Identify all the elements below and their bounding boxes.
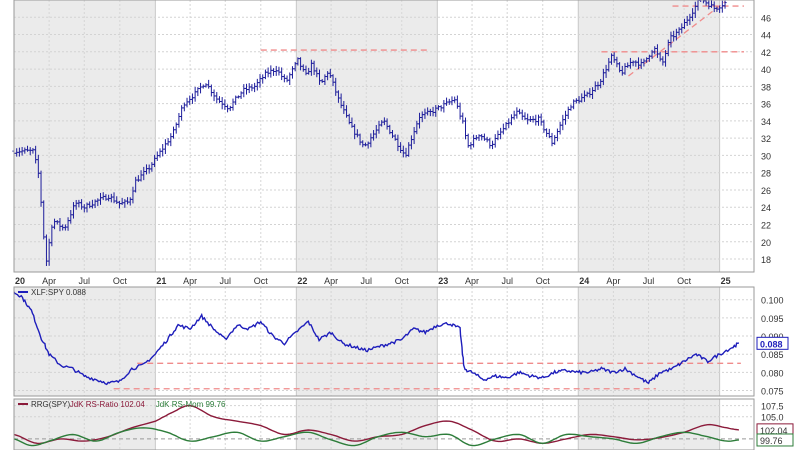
price-panel-year-band	[296, 0, 438, 272]
price-y-tick-label: 22	[761, 221, 771, 231]
price-y-tick-label: 40	[761, 65, 771, 75]
rrg-legend-text: JdK RS-Ratio 102.04	[70, 400, 146, 409]
price-y-tick-label: 46	[761, 13, 771, 23]
price-y-tick-label: 20	[761, 238, 771, 248]
rs-series-line	[13, 291, 740, 386]
rrg-value-label: 99.76	[760, 436, 783, 446]
rs-last-value: 0.088	[760, 339, 783, 349]
rs-last-value-badge	[756, 336, 789, 350]
x-tick-label: Apr	[465, 276, 479, 286]
x-tick-label: 24	[579, 276, 589, 286]
rs-panel-year-band	[14, 287, 156, 396]
rs-y-tick-label: 0.095	[761, 314, 784, 324]
x-tick-label: Oct	[113, 276, 128, 286]
x-tick-label: 21	[156, 276, 166, 286]
rrg-value-label: 102.04	[760, 426, 788, 436]
rrg-legend-text: RRG(SPY)	[31, 400, 70, 409]
price-y-tick-label: 24	[761, 203, 771, 213]
rs-legend-text: XLF:SPY 0.088	[31, 288, 87, 297]
x-tick-label: Oct	[395, 276, 410, 286]
data-layer	[12, 0, 740, 447]
rrg-panel-year-band	[296, 399, 438, 450]
rs-panel-year-band	[719, 287, 754, 396]
rs-y-tick-label: 0.075	[761, 387, 784, 397]
rrg-y-tick-label: 107.5	[761, 402, 784, 412]
x-tick-label: 23	[438, 276, 448, 286]
rrg-value-badge	[756, 433, 794, 447]
rs-y-tick-label: 0.080	[761, 368, 784, 378]
price-y-tick-label: 38	[761, 82, 771, 92]
labels-layer: 18 20 22 24 26 28 30 32 34 36 38 40 42 44 46 0.100 0.095…	[15, 13, 794, 447]
rs-y-tick-label: 0.100	[761, 296, 784, 306]
x-tick-label: Jul	[643, 276, 655, 286]
price-y-tick-label: 30	[761, 151, 771, 161]
background-layer	[14, 0, 754, 450]
x-tick-label: Jul	[501, 276, 513, 286]
rrg-y-tick-label: 105.0	[761, 413, 784, 423]
grid-layer	[13, 0, 754, 450]
x-tick-label: Jul	[360, 276, 372, 286]
rrg-rs-mom-line	[13, 427, 739, 447]
price-y-tick-label: 42	[761, 48, 771, 58]
x-tick-label: Apr	[606, 276, 620, 286]
rrg-panel-year-band	[719, 399, 754, 450]
x-tick-label: Oct	[254, 276, 269, 286]
x-tick-label: 22	[297, 276, 307, 286]
price-panel-year-band	[719, 0, 754, 272]
rs-panel-year-band	[578, 287, 720, 396]
rs-y-tick-label: 0.085	[761, 350, 784, 360]
x-tick-label: Oct	[677, 276, 692, 286]
x-tick-label: Jul	[79, 276, 91, 286]
x-tick-label: 25	[721, 276, 731, 286]
price-y-tick-label: 32	[761, 134, 771, 144]
price-y-tick-label: 18	[761, 255, 771, 265]
price-y-tick-label: 36	[761, 100, 771, 110]
price-y-tick-label: 28	[761, 169, 771, 179]
x-tick-label: Oct	[536, 276, 551, 286]
price-bar	[723, 0, 727, 9]
rs-panel-year-band	[296, 287, 438, 396]
x-tick-label: Apr	[183, 276, 197, 286]
x-tick-label: Apr	[42, 276, 56, 286]
price-panel-frame	[13, 0, 755, 273]
rrg-legend-text: JdK RS-Mom 99.76	[156, 400, 226, 409]
price-y-tick-label: 26	[761, 186, 771, 196]
price-y-tick-label: 44	[761, 31, 771, 41]
rs-panel-frame	[13, 286, 755, 397]
price-y-tick-label: 34	[761, 117, 771, 127]
x-tick-label: 20	[15, 276, 25, 286]
x-tick-label: Jul	[220, 276, 232, 286]
x-tick-label: Apr	[324, 276, 338, 286]
